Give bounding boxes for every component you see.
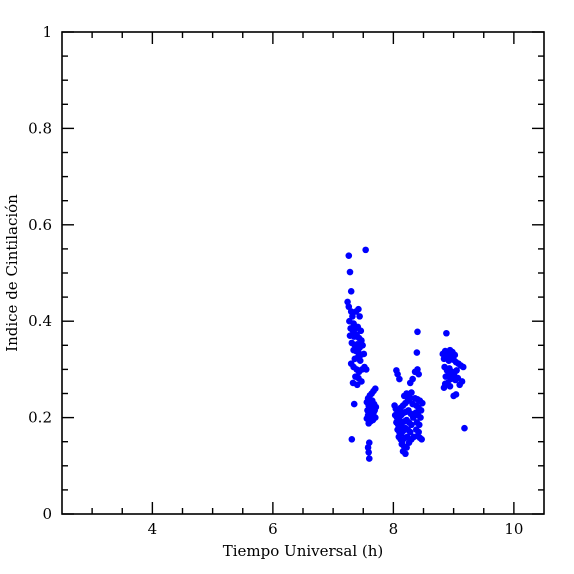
data-point <box>365 420 372 427</box>
data-point <box>406 428 414 436</box>
x-tick-labels: 4 6 8 10 <box>148 520 524 538</box>
data-point <box>364 444 372 451</box>
data-point <box>358 378 365 385</box>
y-axis-title: Indice de Cintilación <box>3 194 21 352</box>
y-tick-label: 0.8 <box>28 119 52 137</box>
data-point <box>443 329 450 337</box>
data-point <box>347 288 355 295</box>
y-tick-label: 0.4 <box>28 312 52 330</box>
data-point <box>461 424 468 432</box>
data-point <box>414 328 421 336</box>
data-point <box>413 349 421 356</box>
data-point <box>417 414 424 421</box>
axis-ticks <box>62 31 544 515</box>
data-point <box>362 246 369 254</box>
data-point <box>356 357 364 365</box>
data-point <box>365 449 372 456</box>
y-tick-label: 0.2 <box>28 409 52 427</box>
data-point <box>418 435 425 443</box>
data-point <box>346 268 354 276</box>
data-point <box>415 421 423 429</box>
data-point <box>360 350 368 358</box>
y-tick-label: 0 <box>42 505 52 523</box>
data-point <box>372 385 379 392</box>
data-point <box>446 382 454 390</box>
data-point <box>348 435 356 443</box>
data-point <box>396 375 403 383</box>
data-point <box>458 378 466 385</box>
data-point <box>453 367 460 374</box>
data-point <box>359 342 366 349</box>
data-point <box>365 455 373 462</box>
data-point <box>357 327 365 335</box>
data-point <box>356 313 363 320</box>
x-tick-label: 4 <box>148 520 158 538</box>
x-axis-title: Tiempo Universal (h) <box>223 542 384 560</box>
data-point <box>415 370 422 378</box>
data-point <box>418 399 426 407</box>
data-point <box>402 450 409 458</box>
x-tick-label: 8 <box>389 520 399 538</box>
data-point <box>417 407 425 414</box>
data-point <box>452 391 460 398</box>
data-point <box>362 366 370 373</box>
data-point <box>345 252 353 259</box>
plot-frame <box>61 31 545 515</box>
x-tick-label: 10 <box>504 520 523 538</box>
data-point <box>355 305 362 313</box>
data-point <box>408 421 415 429</box>
y-tick-labels: 0 0.2 0.4 0.6 0.8 1 <box>28 23 52 523</box>
data-points <box>344 246 468 462</box>
data-point <box>459 363 467 371</box>
data-point <box>349 313 356 320</box>
x-tick-label: 6 <box>268 520 278 538</box>
data-point <box>408 389 415 396</box>
data-point <box>409 375 416 383</box>
data-point <box>440 384 448 392</box>
data-point <box>350 400 358 408</box>
y-tick-label: 0.6 <box>28 216 52 234</box>
y-tick-label: 1 <box>42 23 52 41</box>
